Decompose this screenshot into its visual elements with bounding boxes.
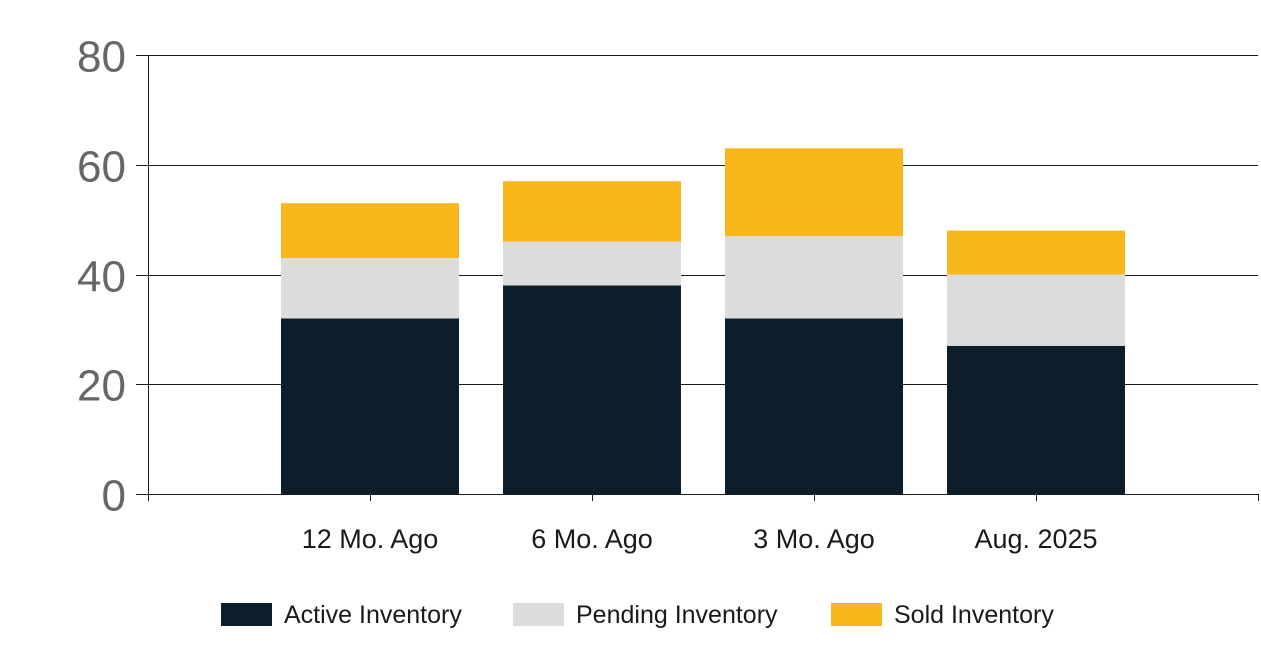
legend-label: Sold Inventory [894, 601, 1054, 629]
bar-segment [281, 258, 459, 319]
legend-item: Active Inventory [221, 601, 462, 629]
legend-label: Pending Inventory [576, 601, 778, 629]
bar-segment [503, 285, 681, 494]
bar-segment [947, 230, 1125, 275]
y-tick-label: 20 [77, 362, 126, 411]
x-tick-label: 3 Mo. Ago [753, 524, 875, 554]
legend-label: Active Inventory [284, 601, 462, 629]
bar-segment [947, 345, 1125, 494]
x-tick-label: 6 Mo. Ago [531, 524, 653, 554]
bar-segment [725, 318, 903, 494]
legend-swatch [831, 603, 882, 626]
y-tick-label: 60 [77, 143, 126, 192]
legend-swatch [221, 603, 272, 626]
axis-layer: 0 20 40 60 80 12 Mo. Ago 6 Mo. Ago 3 Mo. Ago Aug… [77, 33, 1259, 554]
legend: Active Inventory Pending Inventory Sold In… [221, 601, 1054, 629]
bar-segment [725, 148, 903, 237]
y-tick-label: 40 [77, 253, 126, 302]
bars-layer [281, 148, 1125, 494]
bar-segment [947, 274, 1125, 346]
bar-segment [281, 318, 459, 494]
x-tick-label: 12 Mo. Ago [302, 524, 439, 554]
x-tick-label: Aug. 2025 [974, 524, 1097, 554]
y-tick-label: 80 [77, 33, 126, 82]
legend-item: Pending Inventory [513, 601, 778, 629]
bar-segment [503, 241, 681, 286]
legend-item: Sold Inventory [831, 601, 1054, 629]
legend-swatch [513, 603, 564, 626]
y-tick-label: 0 [102, 472, 126, 521]
bar-segment [725, 236, 903, 319]
bar-segment [503, 181, 681, 242]
bar-segment [281, 203, 459, 259]
